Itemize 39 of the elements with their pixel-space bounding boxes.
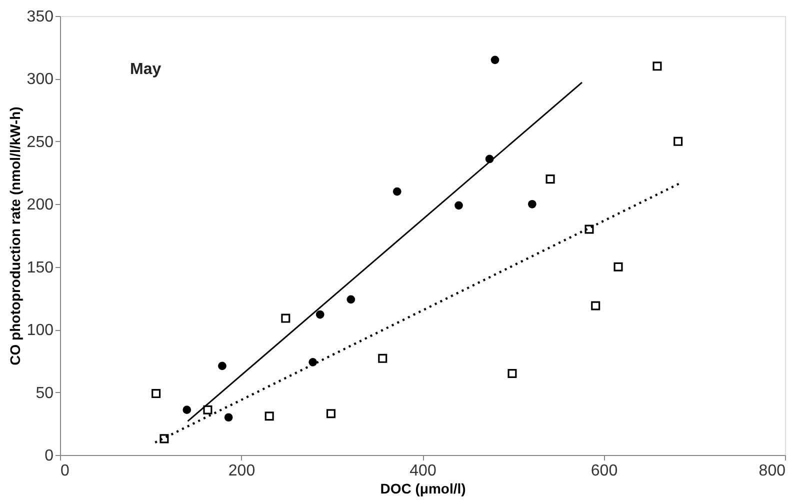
x-tick-label: 600 [590, 462, 618, 480]
point [546, 174, 555, 184]
x-tick-label: 400 [410, 462, 436, 480]
annotation: May [130, 61, 162, 78]
y-tick-label: 100 [26, 322, 54, 340]
point [490, 56, 500, 64]
point [160, 434, 169, 444]
point [218, 362, 226, 370]
point [224, 413, 233, 422]
point [326, 409, 336, 418]
point [281, 314, 290, 323]
point [508, 368, 517, 378]
y-tick-label: 50 [36, 384, 54, 402]
point [528, 200, 536, 208]
point [392, 187, 402, 196]
point [203, 405, 212, 414]
x-tick-label: 800 [758, 462, 786, 480]
point [264, 412, 274, 421]
point [316, 310, 324, 319]
y-tick-label: 0 [44, 448, 54, 464]
point [152, 389, 161, 398]
y-tick-label: 350 [26, 8, 54, 26]
point [378, 354, 388, 363]
x-axis-title: DOC (μmol/l) [380, 480, 466, 496]
y-tick-label: 200 [26, 196, 54, 214]
point [652, 62, 662, 71]
x-tick-label: 0 [60, 462, 70, 480]
point [454, 201, 463, 210]
y-tick-label: 300 [26, 71, 54, 88]
point [182, 406, 192, 414]
point [584, 224, 594, 234]
y-tick-label: 250 [26, 134, 54, 151]
point [346, 295, 356, 304]
point [614, 262, 623, 272]
x-tick-label: 200 [228, 462, 256, 480]
y-axis-title: CO photoproduction rate (nmol/l/kW-h) [6, 106, 23, 366]
point [674, 136, 683, 146]
y-tick-label: 150 [26, 259, 54, 276]
point [591, 301, 600, 310]
